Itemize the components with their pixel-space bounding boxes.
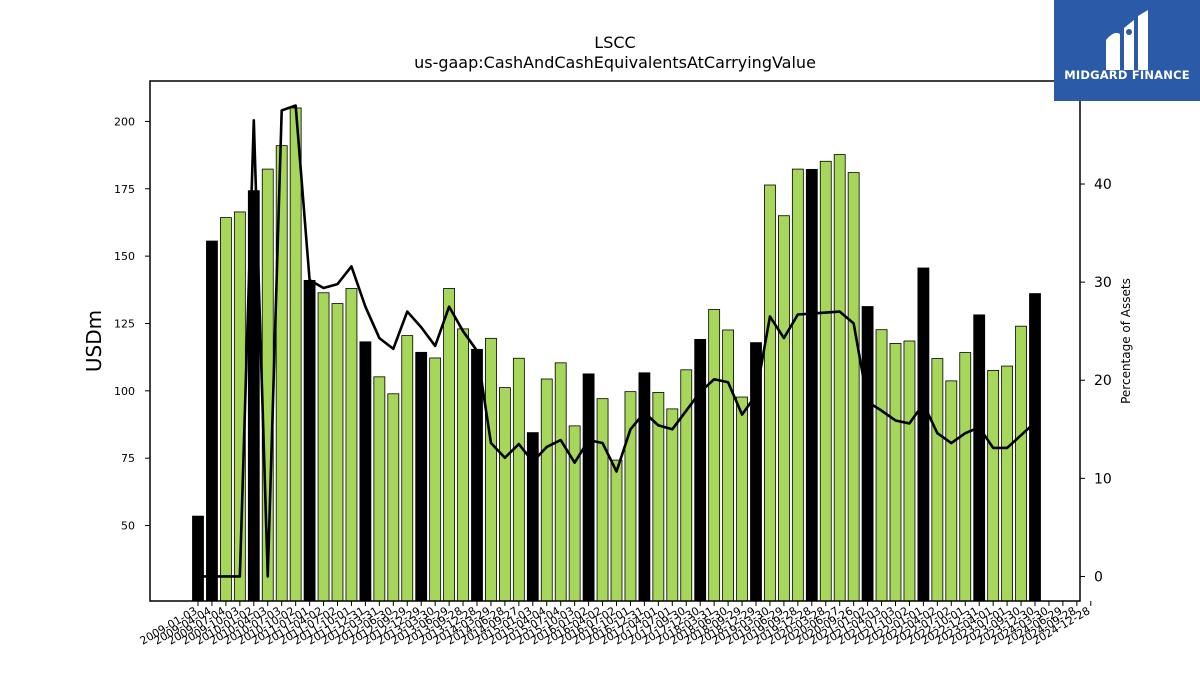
bar-2015-07-04 [554, 362, 567, 602]
axes: 50751001251501752000102030402009-01-0320… [114, 80, 1112, 648]
bar-2013-06-29 [443, 288, 456, 602]
midgard-logo-icon [1106, 10, 1148, 70]
bar-2017-12-30 [694, 338, 707, 602]
bar-2017-07-01 [666, 408, 679, 602]
chart-title: LSCC [594, 33, 635, 52]
y2-tick-label: 30 [1094, 275, 1112, 291]
bar-2011-10-01 [345, 288, 358, 602]
bar-2023-07-01 [1001, 365, 1013, 602]
bar-2012-06-30 [387, 393, 400, 602]
bar-2018-12-29 [750, 342, 762, 602]
y-axis-label: USDm [82, 310, 106, 372]
bar-2016-12-31 [638, 372, 651, 602]
y-tick-label: 75 [121, 452, 135, 465]
y-tick-label: 50 [121, 520, 135, 533]
bar-2019-03-30 [764, 184, 776, 602]
bar-2016-07-02 [610, 459, 623, 602]
line-percentage-of-assets [198, 104, 1036, 578]
y-tick-label: 150 [114, 250, 135, 263]
bar-2013-09-28 [457, 328, 469, 602]
y-tick-label: 200 [114, 115, 135, 128]
y-tick-label: 100 [114, 385, 135, 398]
bar-2018-09-29 [736, 396, 748, 602]
y2-tick-label: 40 [1094, 177, 1112, 193]
bar-2019-09-28 [791, 168, 804, 602]
bar-2013-03-30 [429, 357, 442, 602]
brand-name: MIDGARD FINANCE [1064, 68, 1190, 82]
bar-2023-04-01 [987, 369, 1000, 602]
bar-2009-07-04 [219, 217, 232, 602]
bar-2010-10-02 [289, 107, 302, 602]
y-tick-label: 125 [114, 317, 135, 330]
bar-2011-07-02 [331, 303, 344, 602]
bar-2013-12-28 [471, 348, 483, 602]
line-group [198, 104, 1036, 578]
y2-tick-label: 10 [1094, 471, 1112, 487]
bar-2014-03-29 [485, 337, 497, 602]
bar-2018-03-31 [708, 309, 721, 602]
bar-2019-12-28 [805, 168, 818, 602]
bar-2014-09-27 [512, 357, 525, 602]
bar-2023-12-30 [1029, 293, 1041, 602]
bar-2011-12-31 [359, 341, 372, 602]
bar-2012-03-31 [373, 376, 386, 602]
y2-tick-label: 20 [1094, 373, 1112, 389]
bar-2021-10-02 [903, 340, 916, 602]
chart-subtitle: us-gaap:CashAndCashEquivalentsAtCarrying… [414, 53, 816, 72]
bar-2018-06-30 [722, 329, 734, 602]
bar-2020-09-26 [847, 172, 860, 602]
bar-2016-01-02 [582, 373, 595, 602]
bar-2014-06-28 [498, 387, 511, 602]
bar-2021-04-03 [875, 329, 888, 602]
plot-frame [149, 80, 1081, 602]
bar-2022-01-01 [917, 267, 930, 602]
brand-logo: MIDGARD FINANCE [1054, 0, 1200, 101]
bar-2011-01-01 [303, 279, 316, 602]
bar-2020-06-27 [833, 154, 846, 602]
bar-2019-06-29 [778, 215, 790, 602]
bar-2012-12-29 [415, 351, 428, 602]
bar-2023-09-30 [1015, 325, 1027, 602]
y2-tick-label: 0 [1094, 569, 1103, 585]
bar-2011-04-02 [317, 292, 330, 602]
bar-2015-10-03 [568, 425, 581, 602]
bar-2009-04-04 [206, 240, 218, 602]
bar-2022-12-31 [973, 314, 986, 602]
bar-2022-10-01 [959, 352, 972, 602]
bar-2021-07-03 [889, 343, 902, 602]
bar-2012-09-29 [401, 335, 414, 602]
bar-2022-07-02 [945, 380, 958, 602]
y2-axis-label: Percentage of Assets [1119, 278, 1133, 404]
bar-2022-04-02 [931, 358, 944, 602]
bar-2021-01-02 [861, 306, 874, 602]
bar-2009-01-03 [192, 515, 204, 602]
y-tick-label: 175 [114, 183, 135, 196]
bar-2015-04-04 [540, 378, 553, 602]
bar-group [192, 107, 1041, 602]
bar-2020-03-28 [819, 160, 832, 602]
bar-2016-04-02 [596, 398, 609, 602]
